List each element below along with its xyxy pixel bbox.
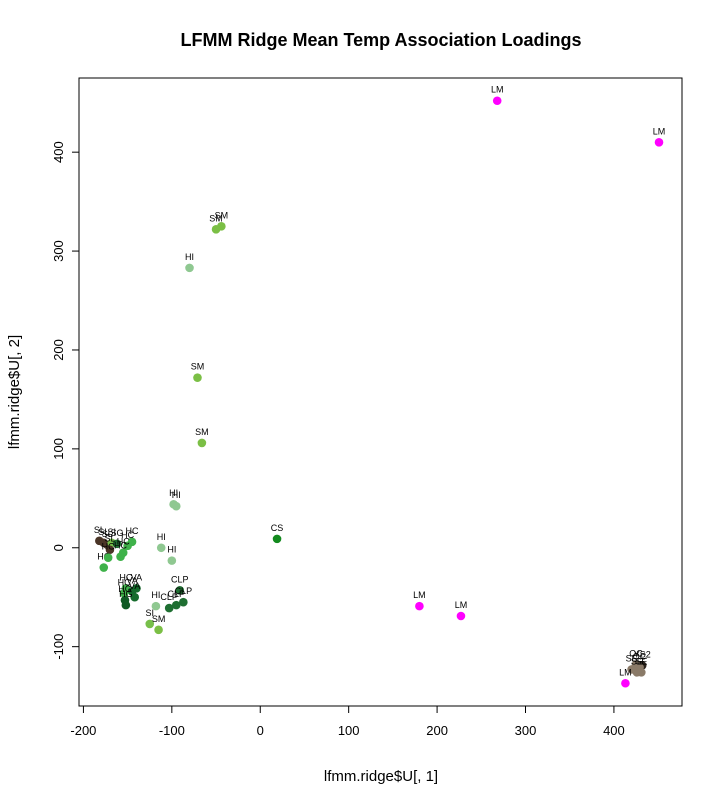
point-label: HI — [185, 252, 194, 262]
data-point — [211, 225, 221, 234]
point-label: HI — [167, 545, 176, 555]
point-label: SI — [107, 527, 116, 537]
y-axis: -100 0 100 200 300 400 — [51, 141, 80, 660]
data-point — [197, 438, 207, 448]
point-label: CLP — [168, 589, 186, 599]
data-point — [621, 678, 630, 688]
point-label: CS — [271, 523, 284, 533]
point-label: HI — [157, 532, 166, 542]
point-label: VA — [131, 572, 142, 582]
y-tick-label: 0 — [51, 544, 66, 551]
data-point — [154, 625, 163, 635]
data-point — [167, 556, 177, 565]
point-label: HI — [151, 590, 160, 600]
x-tick-label: 0 — [257, 723, 264, 738]
data-point — [415, 601, 424, 611]
data-point — [151, 601, 161, 611]
data-point — [272, 534, 282, 544]
point-label: SE — [635, 656, 647, 666]
chart-title: LFMM Ridge Mean Temp Association Loading… — [180, 30, 581, 50]
point-label: VA — [126, 575, 137, 585]
data-point — [164, 603, 174, 613]
point-label: SM — [209, 213, 223, 223]
y-tick-label: 100 — [51, 438, 66, 460]
data-point — [123, 541, 132, 551]
point-label: SL — [102, 529, 113, 539]
point-label: LM — [653, 126, 666, 136]
point-label: OC — [629, 648, 643, 658]
point-label: SE — [631, 656, 643, 666]
point-label: HC — [118, 577, 131, 587]
x-tick-label: -100 — [159, 723, 185, 738]
data-point — [119, 588, 129, 598]
point-label: SM — [215, 210, 229, 220]
x-axis: -200 -100 0 100 200 300 400 — [70, 705, 625, 738]
point-label: HI — [169, 488, 178, 498]
data-point — [456, 611, 466, 621]
point-label: HI — [172, 490, 181, 500]
point-label: CLP — [171, 574, 189, 584]
y-tick-label: 300 — [51, 240, 66, 262]
point-label: YS2 — [634, 649, 651, 659]
point-label: SM — [152, 614, 166, 624]
point-label: SL — [104, 534, 115, 544]
point-label: LM — [413, 590, 426, 600]
point-label: OC — [633, 651, 647, 661]
point-label: LM — [619, 667, 632, 677]
point-label: HC — [97, 552, 110, 562]
x-tick-label: 200 — [426, 723, 448, 738]
point-label: LM — [491, 85, 504, 95]
y-tick-label: -100 — [51, 634, 66, 660]
point-label: HG — [118, 584, 132, 594]
data-point — [105, 545, 115, 555]
y-axis-label: lfmm.ridge$U[, 2] — [6, 335, 23, 449]
point-label: SE — [626, 653, 638, 663]
data-point — [185, 263, 194, 273]
point-label: HC — [114, 541, 127, 551]
point-label: SI — [145, 608, 154, 618]
point-label: SM — [191, 362, 205, 372]
point-label: HC — [126, 526, 139, 536]
data-point — [171, 501, 181, 511]
point-label: SL — [98, 527, 109, 537]
point-label: VA — [129, 581, 140, 591]
point-label: SG — [111, 528, 124, 538]
x-tick-label: -200 — [70, 723, 96, 738]
data-point — [145, 619, 155, 629]
point-label: SM — [195, 427, 209, 437]
data-point — [103, 553, 113, 562]
data-point — [175, 585, 185, 595]
point-label: CLP — [160, 592, 178, 602]
point-label: HC — [117, 537, 130, 547]
data-point — [637, 668, 646, 677]
data-point — [116, 552, 125, 561]
x-tick-label: 400 — [603, 723, 625, 738]
data-point — [121, 600, 131, 610]
data-point — [193, 373, 202, 382]
point-label: HG — [119, 589, 133, 599]
data-point — [130, 592, 140, 602]
data-point — [112, 539, 122, 549]
point-label: CLP — [175, 586, 193, 596]
data-point — [156, 543, 166, 553]
x-tick-label: 300 — [515, 723, 537, 738]
x-axis-label: lfmm.ridge$U[, 1] — [324, 768, 438, 785]
data-point — [99, 563, 109, 572]
x-tick-label: 100 — [338, 723, 360, 738]
point-label: HC — [121, 530, 134, 540]
data-point — [179, 597, 188, 607]
point-label: HC — [102, 542, 115, 552]
point-label: HC — [119, 572, 132, 582]
y-tick-label: 400 — [51, 141, 66, 163]
data-point — [171, 600, 181, 610]
data-point — [654, 137, 664, 147]
y-tick-label: 200 — [51, 339, 66, 361]
data-point — [492, 96, 502, 106]
point-label: LM — [455, 600, 468, 610]
point-label: SL — [94, 525, 105, 535]
